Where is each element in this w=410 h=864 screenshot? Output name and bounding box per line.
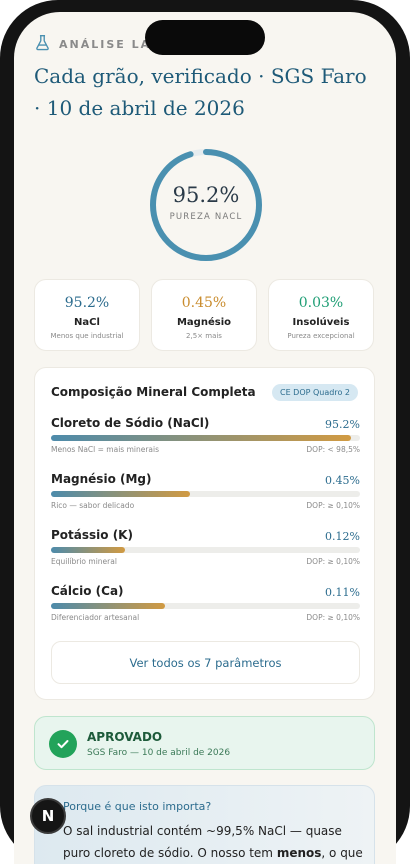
stat-card-magnesium: 0.45% Magnésio 2,5× mais (151, 279, 257, 351)
mineral-row-potassium: Potássio (K) 0.12% Equilíbrio mineral DO… (51, 528, 360, 572)
screen: ANÁLISE LAB Cada grão, verificado · SGS … (14, 12, 396, 864)
why-body-emphasis: menos (276, 846, 322, 860)
lab-label: ANÁLISE LAB (59, 38, 162, 51)
floating-n-button[interactable]: N (30, 798, 66, 834)
why-body-text: O sal industrial contém ~99,5% NaCl — qu… (63, 824, 342, 860)
mineral-bar-track (51, 603, 360, 609)
stat-card-insolubles: 0.03% Insolúveis Pureza excepcional (268, 279, 374, 351)
purity-ring-arc (150, 149, 262, 261)
approval-title: APROVADO (87, 730, 163, 744)
mineral-dop: DOP: ≥ 0,10% (306, 557, 360, 566)
mineral-name: Cloreto de Sódio (NaCl) (51, 416, 210, 430)
stat-subtitle: Pureza excepcional (287, 332, 355, 340)
mineral-bar-fill (51, 491, 191, 497)
composition-title: Composição Mineral Completa (51, 385, 256, 399)
mineral-bar-track (51, 491, 360, 497)
composition-card: Composição Mineral Completa CE DOP Quadr… (34, 367, 375, 700)
lab-header: ANÁLISE LAB (34, 34, 162, 55)
mineral-dop: DOP: ≥ 0,10% (306, 501, 360, 510)
mineral-bar-fill (51, 435, 351, 441)
stat-value: 0.03% (298, 295, 344, 311)
mineral-note: Rico — sabor delicado (51, 501, 135, 510)
mineral-row-nacl: Cloreto de Sódio (NaCl) 95.2% Menos NaCl… (51, 416, 360, 460)
stat-card-nacl: 95.2% NaCl Menos que industrial (34, 279, 140, 351)
stat-subtitle: 2,5× mais (186, 332, 222, 340)
why-body: O sal industrial contém ~99,5% NaCl — qu… (63, 820, 363, 864)
mineral-note: Diferenciador artesanal (51, 613, 140, 622)
mineral-note: Equilíbrio mineral (51, 557, 117, 566)
purity-value: 95.2% (172, 183, 240, 207)
flask-icon (34, 34, 51, 55)
mineral-note: Menos NaCl = mais minerais (51, 445, 160, 454)
stat-name: NaCl (74, 317, 100, 328)
why-title: Porque é que isto importa? (63, 800, 212, 813)
view-all-parameters-button[interactable]: Ver todos os 7 parâmetros (51, 641, 360, 684)
mineral-bar-fill (51, 547, 126, 553)
page-title: Cada grão, verificado · SGS Faro · 10 de… (34, 64, 367, 120)
mineral-dop: DOP: ≥ 0,10% (306, 613, 360, 622)
dynamic-island (145, 20, 265, 55)
check-icon (49, 730, 77, 758)
mineral-value: 95.2% (325, 418, 360, 431)
mineral-row-magnesium: Magnésio (Mg) 0.45% Rico — sabor delicad… (51, 472, 360, 516)
mineral-name: Cálcio (Ca) (51, 584, 124, 598)
mineral-value: 0.11% (325, 586, 360, 599)
mineral-value: 0.45% (325, 474, 360, 487)
stat-value: 95.2% (64, 295, 110, 311)
mineral-bar-track (51, 547, 360, 553)
mineral-bar-track (51, 435, 360, 441)
mineral-name: Potássio (K) (51, 528, 133, 542)
approval-banner: APROVADO SGS Faro — 10 de abril de 2026 (34, 716, 375, 770)
mineral-name: Magnésio (Mg) (51, 472, 152, 486)
purity-ring: 95.2% PUREZA NACL (148, 147, 264, 263)
why-it-matters-card: Porque é que isto importa? O sal industr… (34, 785, 375, 864)
mineral-value: 0.12% (325, 530, 360, 543)
purity-label: PUREZA NACL (169, 212, 243, 222)
stat-name: Magnésio (176, 317, 231, 328)
approval-subtitle: SGS Faro — 10 de abril de 2026 (87, 748, 231, 758)
stat-name: Insolúveis (292, 317, 350, 328)
dop-badge: CE DOP Quadro 2 (272, 384, 358, 401)
mineral-bar-fill (51, 603, 166, 609)
stat-value: 0.45% (181, 295, 227, 311)
mineral-dop: DOP: < 98,5% (306, 445, 360, 454)
why-body-text-end: , o que significa (321, 846, 363, 860)
mineral-row-calcium: Cálcio (Ca) 0.11% Diferenciador artesana… (51, 584, 360, 628)
stat-subtitle: Menos que industrial (50, 332, 124, 340)
